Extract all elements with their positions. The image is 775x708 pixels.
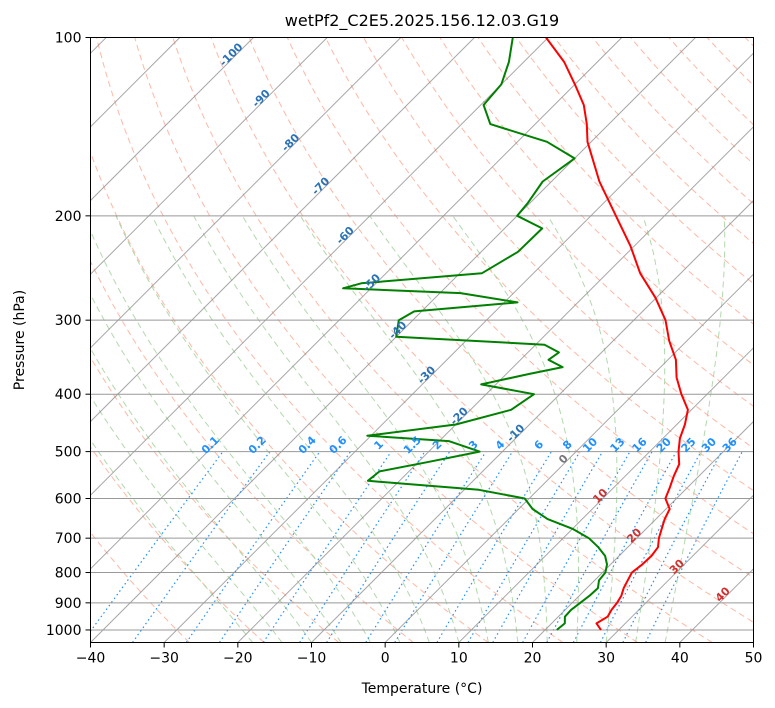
isotherm <box>605 494 754 643</box>
mixing-ratio-line <box>299 451 426 643</box>
isotherm <box>90 37 328 275</box>
x-tick-label: 10 <box>450 651 468 667</box>
mixing-ratio-line <box>599 451 702 643</box>
moist-adiabat <box>452 215 579 643</box>
isotherm <box>532 420 754 643</box>
isotherm <box>90 37 254 202</box>
y-tick-label: 400 <box>55 387 82 403</box>
x-tick-label: −20 <box>223 651 253 667</box>
x-tick-label: 0 <box>381 651 390 667</box>
isotherm <box>90 37 623 570</box>
y-tick-label: 600 <box>55 492 82 508</box>
isotherm <box>237 126 754 643</box>
moist-adiabat <box>90 395 283 643</box>
moist-adiabat <box>193 215 460 643</box>
moist-adiabat <box>115 215 401 643</box>
isotherm <box>90 37 402 349</box>
dry-adiabat <box>515 37 754 285</box>
dry-adiabat <box>96 37 564 643</box>
mixing-ratio-line <box>262 451 392 643</box>
x-axis-label: Temperature (°C) <box>361 681 483 697</box>
pressure-gridlines <box>90 37 754 631</box>
isotherm <box>384 273 754 643</box>
dry-adiabat <box>248 37 754 579</box>
dry-adiabat <box>90 260 414 643</box>
isotherm <box>90 37 475 423</box>
y-tick-label: 900 <box>55 596 82 612</box>
dry-adiabat <box>286 37 754 535</box>
x-tick-label: 40 <box>671 651 689 667</box>
y-axis-label: Pressure (hPa) <box>12 290 28 390</box>
x-tick-label: 30 <box>597 651 615 667</box>
moist-adiabat <box>635 215 666 643</box>
dry-adiabat <box>90 446 265 643</box>
chart-title: wetPf2_C2E5.2025.156.12.03.G19 <box>285 11 559 31</box>
isotherm <box>458 347 754 643</box>
dry-adiabat <box>325 37 754 492</box>
y-tick-label: 700 <box>55 531 82 547</box>
moist-adiabat <box>547 215 618 643</box>
isotherm <box>311 199 754 643</box>
y-tick-label: 800 <box>55 566 82 582</box>
plot-frame <box>90 37 754 643</box>
isotherm <box>90 37 696 643</box>
dry-adiabat <box>134 37 638 643</box>
dry-adiabat <box>172 37 713 643</box>
moist-adiabat <box>90 347 312 643</box>
moist-adiabat <box>90 438 253 643</box>
mixing-ratio-line <box>326 451 451 643</box>
temperature-line <box>545 37 689 631</box>
axis-ticks: −40 −30 −20 −10 0 10 20 30 40 50 100 200 300 400 500 60… <box>46 31 763 667</box>
mixing-ratio-line <box>467 451 581 643</box>
sounding-series <box>342 37 689 631</box>
isotherm <box>90 37 549 496</box>
x-tick-label: 20 <box>524 651 542 667</box>
y-tick-label: 1000 <box>46 623 82 639</box>
mixing-ratio-line <box>218 451 352 643</box>
mixing-ratio-line <box>365 451 487 643</box>
y-tick-label: 300 <box>55 313 82 329</box>
x-tick-label: −10 <box>297 651 327 667</box>
moist-adiabat <box>664 215 726 643</box>
x-tick-label: 50 <box>745 651 763 667</box>
y-tick-label: 200 <box>55 209 82 225</box>
y-tick-label: 100 <box>55 31 82 47</box>
mixing-ratio-line <box>394 451 514 643</box>
moist-adiabat <box>90 293 342 643</box>
moist-adiabat <box>151 215 430 643</box>
mixing-ratio-line <box>436 451 552 643</box>
mixing-ratio-line <box>572 451 677 643</box>
dewpoint-line <box>342 37 608 631</box>
x-tick-label: −40 <box>76 651 106 667</box>
y-tick-label: 500 <box>55 445 82 461</box>
dry-adiabat <box>210 37 754 623</box>
x-tick-label: −30 <box>149 651 179 667</box>
background-lines <box>90 37 754 643</box>
mixing-ratio-line <box>185 451 321 643</box>
